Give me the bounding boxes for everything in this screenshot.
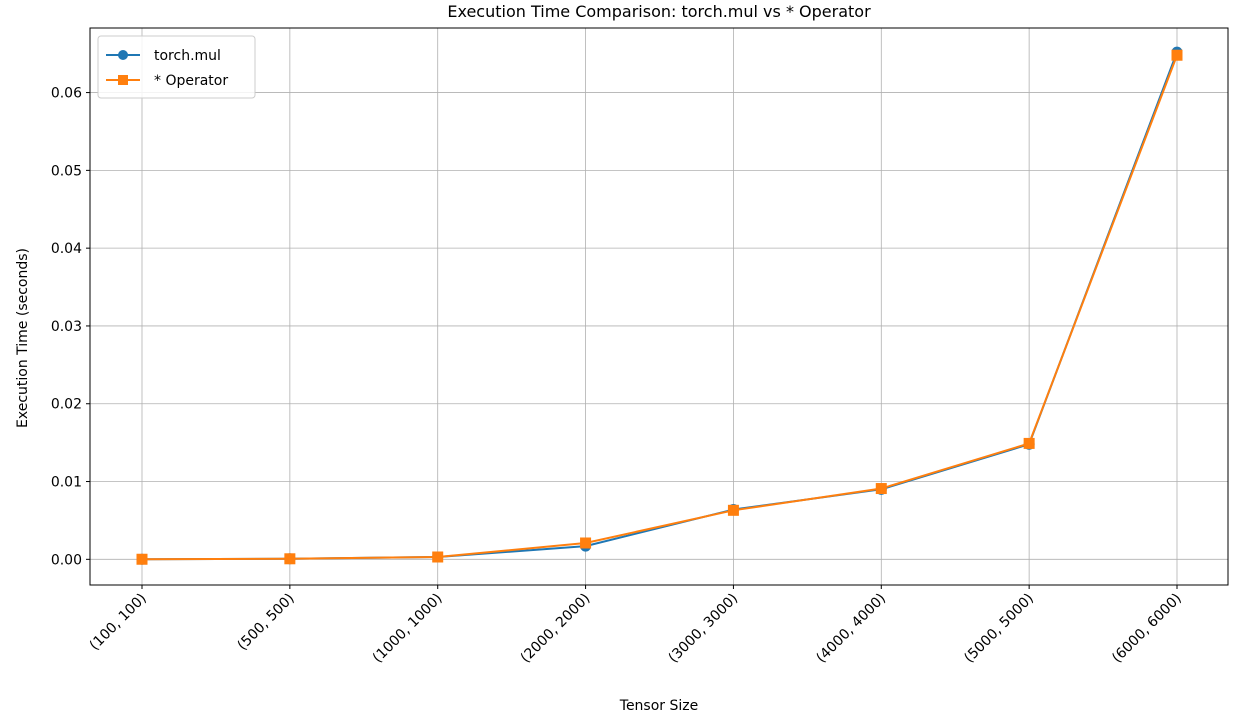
y-tick-label: 0.01: [51, 475, 82, 491]
grid: [90, 28, 1228, 585]
point-operator: [432, 551, 444, 563]
legend: torch.mul * Operator: [97, 35, 256, 99]
point-operator: [580, 537, 592, 549]
y-tick-label: 0.06: [51, 86, 82, 102]
legend-box: [97, 35, 256, 99]
chart-title: Execution Time Comparison: torch.mul vs …: [447, 2, 871, 21]
point-operator: [875, 483, 887, 495]
legend-item-torch-mul: torch.mul: [106, 48, 221, 64]
plot-frame: [89, 27, 1229, 586]
y-tick-label: 0.05: [51, 163, 82, 179]
y-axis: 0.00 0.01 0.02 0.03 0.04 0.05 0.06: [51, 86, 90, 568]
point-operator: [1171, 49, 1183, 61]
point-operator: [727, 504, 739, 516]
x-axis-label: Tensor Size: [619, 698, 698, 714]
legend-label-operator: * Operator: [154, 73, 228, 89]
point-operator: [1023, 437, 1035, 449]
y-tick-label: 0.03: [51, 319, 82, 335]
point-operator: [136, 553, 148, 565]
series-line-operator: [141, 54, 1178, 561]
legend-marker-torch-mul: [118, 50, 128, 60]
series: [136, 46, 1183, 565]
y-tick-label: 0.00: [51, 552, 82, 568]
y-axis-label: Execution Time (seconds): [15, 248, 31, 428]
y-tick-label: 0.02: [51, 397, 82, 413]
point-operator: [284, 553, 296, 565]
legend-item-operator: * Operator: [106, 73, 228, 89]
legend-label-torch-mul: torch.mul: [154, 48, 221, 64]
y-tick-label: 0.04: [51, 241, 82, 257]
legend-marker-operator: [118, 75, 128, 85]
